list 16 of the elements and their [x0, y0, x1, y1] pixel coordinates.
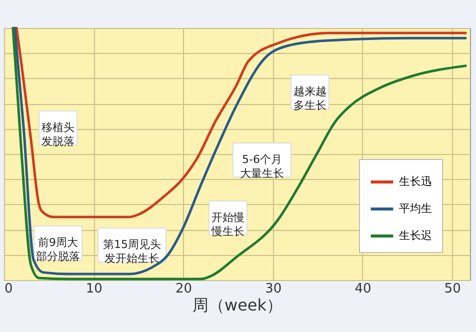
annotation: 前9周大部分脱落 — [36, 236, 80, 263]
x-tick-label: 0 — [4, 282, 13, 296]
x-tick-label: 40 — [354, 282, 372, 296]
legend-label: 生长迅 — [399, 175, 432, 188]
legend-label: 生长迟 — [399, 229, 432, 242]
legend-label: 平均生 — [399, 202, 432, 215]
x-tick-label: 10 — [86, 282, 102, 296]
annotation: 开始慢慢生长 — [210, 211, 244, 238]
x-tick-label: 20 — [175, 282, 192, 296]
annotation: 越来越多生长 — [294, 85, 326, 112]
x-tick-label: 30 — [265, 282, 282, 296]
annotation: 第15周见头发开始生长 — [103, 238, 161, 265]
annotation: 移植头发脱落 — [42, 121, 74, 148]
annotation: 5-6个月大量生长 — [240, 153, 284, 180]
x-tick-label: 50 — [444, 282, 461, 296]
x-axis-title: 周（week） — [192, 296, 283, 314]
